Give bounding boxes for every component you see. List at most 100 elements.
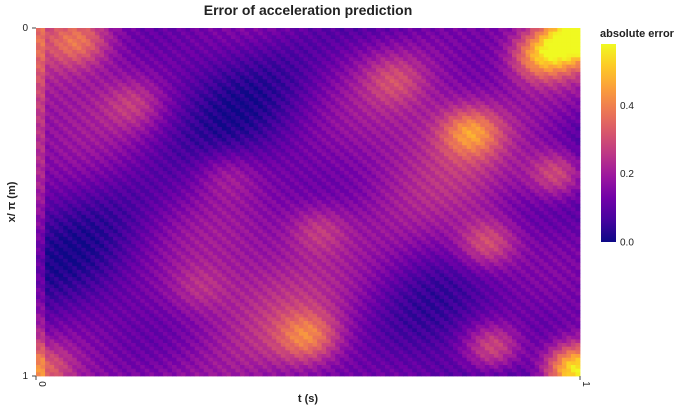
heatmap-cell — [534, 167, 540, 172]
heatmap-cell — [122, 31, 128, 36]
heatmap-cell — [448, 163, 454, 168]
heatmap-cell — [525, 49, 531, 55]
heatmap-cell — [144, 64, 150, 69]
heatmap-cell — [289, 148, 295, 153]
heatmap-cell — [45, 112, 50, 117]
heatmap-cell — [412, 134, 418, 139]
heatmap-cell — [525, 104, 531, 109]
heatmap-cell — [235, 163, 241, 168]
heatmap-cell — [366, 35, 372, 40]
heatmap-cell — [434, 28, 440, 33]
heatmap-cell — [298, 141, 304, 146]
heatmap-cell — [439, 134, 445, 139]
heatmap-cell — [353, 170, 359, 175]
heatmap-cell — [561, 101, 567, 106]
heatmap-cell — [81, 145, 87, 150]
heatmap-cell — [117, 123, 123, 128]
heatmap-cell — [380, 167, 386, 172]
heatmap-cell — [385, 163, 390, 168]
heatmap-cell — [72, 104, 78, 109]
heatmap-cell — [317, 93, 322, 98]
heatmap-cell — [534, 112, 540, 117]
heatmap-cell — [298, 71, 304, 77]
heatmap-cell — [199, 93, 205, 98]
heatmap-cell — [335, 79, 341, 84]
heatmap-cell — [72, 126, 78, 131]
heatmap-cell — [190, 137, 196, 142]
heatmap-cell — [398, 167, 404, 172]
heatmap-cell — [135, 178, 141, 183]
heatmap-cell — [335, 97, 341, 102]
heatmap-cell — [249, 174, 254, 179]
heatmap-cell — [271, 134, 277, 139]
heatmap-cell — [548, 97, 554, 102]
heatmap-cell — [67, 115, 73, 120]
heatmap-cell — [67, 108, 73, 113]
heatmap-cell — [45, 130, 50, 135]
heatmap-cell — [380, 86, 386, 91]
heatmap-cell — [416, 141, 422, 146]
heatmap-cell — [403, 170, 409, 175]
heatmap-cell — [407, 167, 413, 172]
heatmap-cell — [498, 156, 504, 161]
heatmap-cell — [471, 71, 477, 77]
heatmap-cell — [199, 156, 205, 161]
heatmap-cell — [539, 101, 545, 106]
heatmap-cell — [339, 57, 345, 62]
heatmap-cell — [76, 42, 82, 47]
heatmap-cell — [294, 79, 300, 84]
heatmap-cell — [40, 60, 46, 66]
heatmap-cell — [104, 163, 109, 168]
heatmap-cell — [475, 79, 481, 84]
heatmap-cell — [457, 75, 463, 80]
heatmap-cell — [212, 64, 218, 69]
heatmap-cell — [317, 137, 322, 142]
heatmap-cell — [512, 137, 517, 142]
heatmap-cell — [516, 93, 522, 98]
heatmap-cell — [126, 82, 132, 88]
heatmap-cell — [240, 148, 245, 153]
heatmap-cell — [516, 82, 522, 88]
heatmap-cell — [457, 42, 463, 47]
heatmap-cell — [158, 38, 164, 44]
heatmap-cell — [444, 170, 449, 175]
heatmap-cell — [94, 60, 100, 66]
heatmap-cell — [308, 42, 313, 47]
heatmap-cell — [58, 101, 64, 106]
heatmap-cell — [566, 53, 572, 58]
heatmap-cell — [58, 93, 64, 98]
heatmap-cell — [489, 123, 495, 128]
heatmap-cell — [362, 167, 368, 172]
heatmap-cell — [280, 163, 286, 168]
heatmap-cell — [484, 42, 490, 47]
heatmap-cell — [199, 178, 205, 183]
heatmap-cell — [430, 167, 436, 172]
heatmap-cell — [262, 28, 268, 33]
heatmap-cell — [439, 145, 445, 150]
heatmap-cell — [117, 71, 123, 77]
heatmap-cell — [430, 35, 436, 40]
heatmap-cell — [76, 141, 82, 146]
heatmap-cell — [117, 112, 123, 117]
heatmap-cell — [276, 123, 282, 128]
heatmap-cell — [439, 104, 445, 109]
heatmap-cell — [208, 152, 214, 157]
heatmap-cell — [58, 35, 64, 40]
heatmap-cell — [90, 178, 96, 183]
heatmap-cell — [76, 28, 82, 33]
heatmap-cell — [366, 137, 372, 142]
heatmap-cell — [416, 75, 422, 80]
heatmap-cell — [253, 108, 259, 113]
heatmap-cell — [335, 101, 341, 106]
heatmap-cell — [353, 159, 359, 164]
heatmap-cell — [190, 112, 196, 117]
heatmap-cell — [235, 130, 241, 135]
heatmap-cell — [63, 97, 69, 102]
heatmap-cell — [353, 82, 359, 88]
heatmap-cell — [294, 82, 300, 88]
heatmap-cell — [534, 68, 540, 73]
heatmap-cell — [230, 86, 236, 91]
heatmap-cell — [335, 53, 341, 58]
heatmap-cell — [548, 163, 554, 168]
